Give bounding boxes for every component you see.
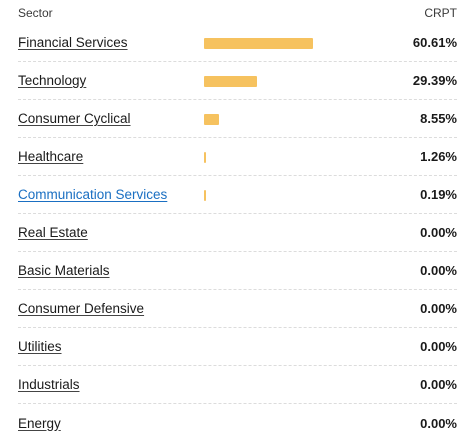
allocation-bar-track xyxy=(204,380,384,391)
sector-link[interactable]: Industrials xyxy=(18,377,80,392)
allocation-value: 1.26% xyxy=(420,149,457,164)
allocation-bar-track xyxy=(204,114,384,125)
allocation-bar xyxy=(204,152,207,163)
allocation-bar-track xyxy=(204,304,384,315)
allocation-value: 8.55% xyxy=(420,111,457,126)
allocation-bar-track xyxy=(204,38,384,49)
sector-link[interactable]: Utilities xyxy=(18,339,62,354)
sector-link[interactable]: Financial Services xyxy=(18,35,128,50)
allocation-value: 0.00% xyxy=(420,225,457,240)
table-row: Utilities 0.00% xyxy=(18,328,457,366)
allocation-value: 0.00% xyxy=(420,377,457,392)
allocation-value: 29.39% xyxy=(412,73,457,88)
table-row: Basic Materials 0.00% xyxy=(18,252,457,290)
table-header: Sector CRPT xyxy=(18,0,457,24)
allocation-bar xyxy=(204,76,257,87)
sector-column-header: Sector xyxy=(18,6,53,20)
allocation-value: 0.00% xyxy=(420,339,457,354)
allocation-bar-track xyxy=(204,190,384,201)
sector-link[interactable]: Communication Services xyxy=(18,187,168,202)
table-row: Financial Services 60.61% xyxy=(18,24,457,62)
table-row: Consumer Defensive 0.00% xyxy=(18,290,457,328)
table-row: Industrials 0.00% xyxy=(18,366,457,404)
allocation-value: 0.00% xyxy=(420,301,457,316)
table-row: Consumer Cyclical 8.55% xyxy=(18,100,457,138)
allocation-bar-track xyxy=(204,76,384,87)
allocation-bar xyxy=(204,190,206,201)
table-row: Healthcare 1.26% xyxy=(18,138,457,176)
table-row: Technology 29.39% xyxy=(18,62,457,100)
allocation-value: 0.00% xyxy=(420,415,457,431)
sector-link[interactable]: Energy xyxy=(18,415,61,431)
allocation-bar xyxy=(204,114,220,125)
table-row: Real Estate 0.00% xyxy=(18,214,457,252)
allocation-bar xyxy=(204,38,314,49)
sector-link[interactable]: Technology xyxy=(18,73,87,88)
allocation-bar-track xyxy=(204,266,384,277)
sector-link[interactable]: Real Estate xyxy=(18,225,88,240)
table-row: Energy 0.00% xyxy=(18,404,457,437)
table-row: Communication Services 0.19% xyxy=(18,176,457,214)
sector-link[interactable]: Consumer Defensive xyxy=(18,301,145,316)
allocation-bar-track xyxy=(204,418,384,429)
fund-column-header: CRPT xyxy=(424,6,457,20)
allocation-bar-track xyxy=(204,228,384,239)
table-body: Financial Services 60.61% Technology 29.39%… xyxy=(18,24,457,437)
allocation-value: 0.00% xyxy=(420,263,457,278)
sector-link[interactable]: Basic Materials xyxy=(18,263,110,278)
allocation-value: 0.19% xyxy=(420,187,457,202)
allocation-bar-track xyxy=(204,342,384,353)
sector-link[interactable]: Healthcare xyxy=(18,149,84,164)
allocation-value: 60.61% xyxy=(412,35,457,50)
sector-link[interactable]: Consumer Cyclical xyxy=(18,111,131,126)
allocation-bar-track xyxy=(204,152,384,163)
